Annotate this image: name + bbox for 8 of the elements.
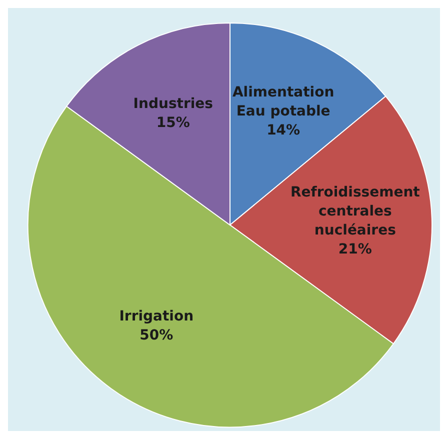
data-label: 14% (266, 122, 300, 139)
data-label: 21% (338, 241, 372, 258)
data-label: 15% (156, 114, 190, 131)
slice-label: Alimentation Eau potable (232, 84, 334, 120)
slice-label: Refroidissement centrales nucléaires (290, 184, 420, 238)
slice-label: Irrigation (119, 308, 194, 325)
slice-label: Industries (133, 96, 214, 112)
data-label: 50% (140, 328, 174, 344)
